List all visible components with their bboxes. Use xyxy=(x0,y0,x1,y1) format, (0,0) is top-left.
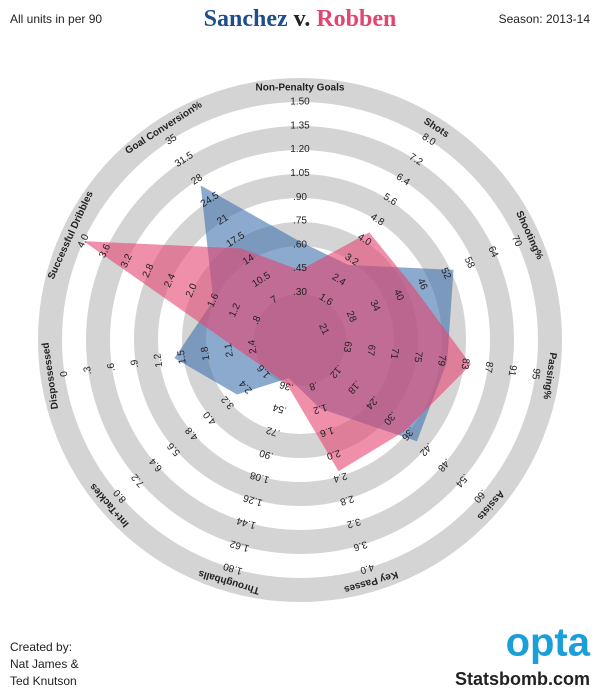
tick-label: 7 xyxy=(269,294,280,306)
tick-label: 75 xyxy=(411,351,424,364)
tick-label: 4.0 xyxy=(358,561,375,576)
tick-label: 1.80 xyxy=(222,560,244,576)
tick-label: 63 xyxy=(341,340,354,353)
tick-label: 46 xyxy=(415,277,430,292)
ring-band xyxy=(38,78,562,602)
tick-label: 2.0 xyxy=(325,447,342,462)
tick-label: 67 xyxy=(364,344,377,357)
tick-label: 83 xyxy=(458,357,471,370)
tick-label: 0 xyxy=(59,370,71,378)
title-series-2: Robben xyxy=(316,6,396,32)
tick-label: 3.6 xyxy=(97,242,113,260)
tick-label: 79 xyxy=(435,354,448,367)
tick-label: 1.8 xyxy=(199,345,212,361)
tick-label: .6 xyxy=(106,362,118,372)
tick-label: 1.2 xyxy=(227,301,243,319)
radar-area xyxy=(83,232,471,472)
tick-label: 3.2 xyxy=(345,515,362,530)
axis-label: Non-Penalty Goals xyxy=(256,83,345,94)
title-series-1: Sanchez xyxy=(204,6,288,32)
tick-label: 2.0 xyxy=(184,282,200,300)
tick-label: .60 xyxy=(293,239,307,250)
tick-label: 1.6 xyxy=(318,424,335,439)
tick-label: 1.08 xyxy=(249,469,271,485)
ring-band xyxy=(134,174,466,506)
tick-label: 64 xyxy=(485,245,500,260)
tick-label: 2.8 xyxy=(141,262,157,280)
ring-band xyxy=(86,126,514,554)
tick-label: 1.50 xyxy=(290,97,310,108)
tick-label: 2.8 xyxy=(338,492,355,507)
chart-title: Sanchez v. Robben xyxy=(204,6,397,32)
tick-label: 2.4 xyxy=(162,272,178,290)
title-connector: v. xyxy=(294,6,311,32)
tick-label: .75 xyxy=(293,216,307,227)
logo: opta xyxy=(506,621,591,665)
site: Statsbomb.com xyxy=(455,669,590,689)
tick-label: .72 xyxy=(265,424,282,439)
tick-label: 40 xyxy=(391,288,406,303)
tick-label: 52 xyxy=(438,266,453,281)
axis-label: Goal Conversion% xyxy=(123,99,204,156)
credit: Created by: xyxy=(10,640,72,654)
tick-label: 91 xyxy=(506,364,519,377)
tick-label: 1.62 xyxy=(228,537,250,553)
tick-label: 34 xyxy=(367,299,382,314)
season: Season: 2013-14 xyxy=(499,12,591,26)
tick-label: .90 xyxy=(293,192,307,203)
tick-label: .54 xyxy=(271,401,288,416)
tick-label: 1.26 xyxy=(242,492,264,508)
tick-label: 95 xyxy=(529,368,542,381)
tick-label: .8 xyxy=(307,379,319,392)
tick-label: 1.44 xyxy=(235,514,257,530)
tick-label: 2.1 xyxy=(223,342,236,358)
tick-label: 1.05 xyxy=(290,168,310,179)
tick-label: .45 xyxy=(293,263,307,274)
tick-label: 1.35 xyxy=(290,120,310,131)
tick-label: 28 xyxy=(344,309,359,324)
credit: Nat James & xyxy=(10,657,79,671)
tick-label: 1.20 xyxy=(290,144,310,155)
tick-label: 21 xyxy=(316,322,331,337)
tick-label: .90 xyxy=(258,447,275,462)
tick-label: 1.2 xyxy=(311,401,328,416)
units-note: All units in per 90 xyxy=(10,12,102,26)
tick-label: .3 xyxy=(82,365,94,375)
credit: Ted Knutson xyxy=(10,674,77,688)
tick-label: 4.0 xyxy=(76,232,92,250)
tick-label: 3.6 xyxy=(352,538,369,553)
series-layer xyxy=(83,185,471,472)
tick-label: 2.4 xyxy=(247,339,260,355)
tick-label: 1.2 xyxy=(152,352,165,368)
tick-label: .9 xyxy=(129,358,141,368)
tick-label: 1.6 xyxy=(206,292,222,310)
tick-label: 70 xyxy=(509,234,524,249)
tick-label: 3.2 xyxy=(119,252,135,270)
tick-label: .36 xyxy=(278,378,295,393)
tick-label: 87 xyxy=(482,361,495,374)
tick-label: 1.5 xyxy=(176,349,189,365)
tick-label: 58 xyxy=(462,255,477,270)
tick-label: 71 xyxy=(388,347,401,360)
tick-label: 2.4 xyxy=(332,470,349,485)
tick-label: .30 xyxy=(293,287,307,298)
